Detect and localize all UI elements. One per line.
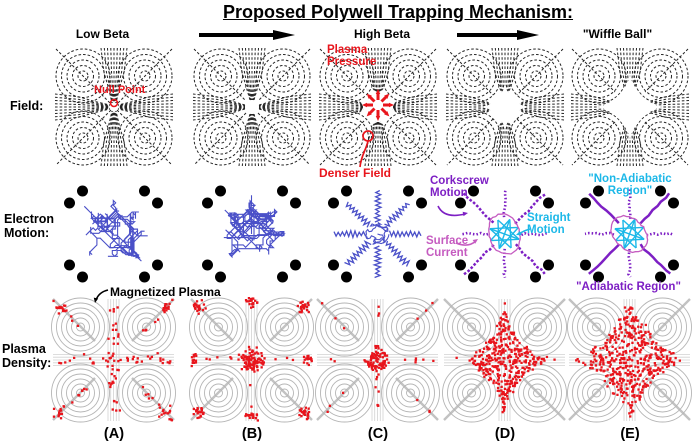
field-panel-a bbox=[53, 46, 175, 168]
plasma-panel-c bbox=[314, 296, 441, 424]
corkscrew-motion-label: Corkscrew Motion bbox=[430, 175, 489, 199]
row-label-plasma-density: Plasma Density: bbox=[2, 342, 52, 370]
diagram-title: Proposed Polywell Trapping Mechanism: bbox=[222, 2, 574, 22]
plasma-pressure-label: Plasma Pressure bbox=[327, 44, 377, 68]
denser-field-label: Denser Field bbox=[318, 166, 392, 180]
electron-panel-c bbox=[314, 185, 441, 283]
row-label-field: Field: bbox=[10, 99, 44, 113]
electron-panel-a bbox=[50, 185, 177, 283]
electron-panel-d bbox=[441, 185, 568, 283]
surface-current-label: Surface Current bbox=[426, 235, 469, 259]
panel-letter-a: (A) bbox=[103, 426, 125, 442]
non-adiabatic-region-label: "Non-Adiabatic Region" bbox=[588, 173, 672, 197]
field-panel-b bbox=[191, 46, 313, 168]
progression-arrow-2 bbox=[455, 28, 539, 42]
progression-arrow-1 bbox=[197, 28, 295, 42]
row-label-electron-motion: Electron Motion: bbox=[4, 212, 55, 240]
adiabatic-region-label: "Adiabatic Region" bbox=[576, 281, 681, 293]
plasma-panel-d bbox=[441, 296, 568, 424]
magnetized-plasma-label: Magnetized Plasma bbox=[110, 285, 221, 299]
panel-letter-b: (B) bbox=[241, 426, 263, 442]
stage-label-wiffle-ball: "Wiffle Ball" bbox=[582, 27, 653, 41]
null-point-label: Null Point bbox=[94, 84, 146, 96]
stage-label-high-beta: High Beta bbox=[353, 27, 410, 41]
panel-letter-e: (E) bbox=[620, 426, 640, 442]
plasma-panel-e bbox=[566, 296, 693, 424]
electron-panel-e bbox=[566, 185, 693, 283]
field-panel-c bbox=[317, 46, 439, 168]
field-panel-e bbox=[569, 46, 691, 168]
electron-panel-b bbox=[188, 185, 315, 283]
plasma-panel-b bbox=[188, 296, 315, 424]
straight-motion-label: Straight Motion bbox=[527, 212, 571, 236]
plasma-panel-a bbox=[50, 296, 177, 424]
panel-letter-c: (C) bbox=[367, 426, 389, 442]
stage-label-low-beta: Low Beta bbox=[75, 27, 130, 41]
field-panel-d bbox=[444, 46, 566, 168]
panel-letter-d: (D) bbox=[494, 426, 516, 442]
